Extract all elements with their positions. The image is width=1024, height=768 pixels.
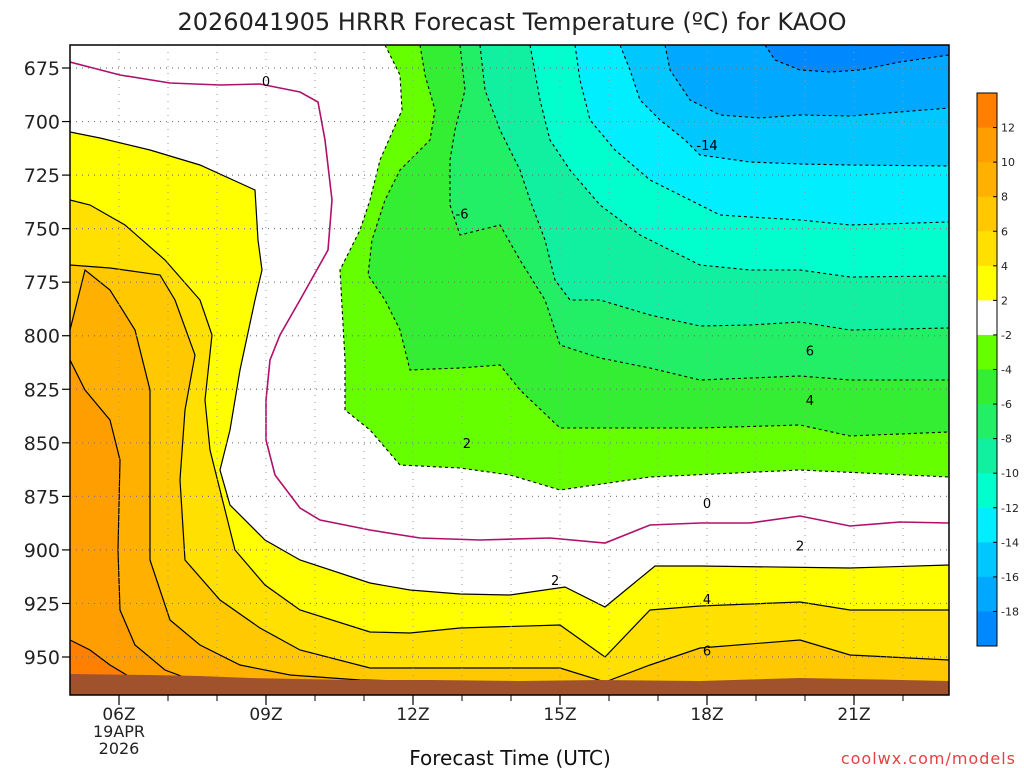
grid-lines xyxy=(70,45,949,695)
colorbar: 12 10 8 6 4 2 -2 -4 -6 -8 -10 -12 -14 -16 -18 xyxy=(976,92,1019,647)
colorbar-label: -6 xyxy=(1001,398,1012,411)
colorbar-band xyxy=(977,611,997,647)
contour-label: 2 xyxy=(551,574,559,589)
colorbar-label: -10 xyxy=(1001,467,1019,480)
colorbar-label: -12 xyxy=(1001,502,1019,515)
x-tick-label: 18Z xyxy=(690,705,723,725)
contour-labels: 0 0 2 2 2 4 4 6 6 -6 -14 xyxy=(262,75,814,660)
cold-band-minus18-minus20 xyxy=(765,45,949,72)
y-tick-label: 725 xyxy=(24,165,60,187)
colorbar-band xyxy=(977,473,997,509)
colorbar-band xyxy=(977,576,997,612)
colorbar-label: -4 xyxy=(1001,364,1012,377)
site-credit: coolwx.com/models xyxy=(841,749,1016,768)
x-tick-label: 15Z xyxy=(543,705,576,725)
cold-contour-lines xyxy=(339,45,949,491)
warm-band-10-12 xyxy=(70,360,260,695)
colorbar-label: 2 xyxy=(1001,294,1008,307)
contour-label: 4 xyxy=(703,593,711,608)
contour-label: 2 xyxy=(796,540,804,555)
y-tick-label: 925 xyxy=(24,593,60,615)
x-tick-label: 12Z xyxy=(396,705,429,725)
colorbar-label: 8 xyxy=(1001,191,1008,204)
colorbar-label: -2 xyxy=(1001,329,1012,342)
y-tick-label: 675 xyxy=(24,58,60,80)
plot-border xyxy=(69,44,950,696)
colorbar-band xyxy=(977,404,997,440)
x-tick-label: 06Z xyxy=(102,705,135,725)
colorbar-band xyxy=(977,300,997,336)
y-axis: 675 700 725 750 775 800 825 850 875 900 925 950 xyxy=(24,58,70,669)
contour-label: 0 xyxy=(262,75,270,90)
x-tick-date: 19APR xyxy=(93,722,145,741)
contour-label: 4 xyxy=(806,394,814,409)
x-tick-year: 2026 xyxy=(99,739,140,758)
contour-label: -14 xyxy=(696,139,717,154)
colorbar-label: -8 xyxy=(1001,433,1012,446)
colorbar-band xyxy=(977,127,997,163)
colorbar-band xyxy=(977,369,997,405)
y-tick-label: 875 xyxy=(24,486,60,508)
y-tick-label: 700 xyxy=(24,112,60,134)
colorbar-label: 4 xyxy=(1001,260,1008,273)
contour-label: 0 xyxy=(703,497,711,512)
colorbar-band xyxy=(977,542,997,578)
colorbar-band xyxy=(977,231,997,267)
colorbar-label: 10 xyxy=(1001,156,1015,169)
colorbar-band xyxy=(977,507,997,543)
colorbar-band xyxy=(977,162,997,198)
y-tick-label: 900 xyxy=(24,540,60,562)
x-tick-label: 21Z xyxy=(837,705,870,725)
colorbar-label: -14 xyxy=(1001,536,1019,549)
colorbar-label: 12 xyxy=(1001,122,1015,135)
contour-label: -6 xyxy=(456,208,469,223)
plot-area xyxy=(70,45,949,695)
contour-label: 6 xyxy=(806,345,814,360)
y-tick-label: 750 xyxy=(24,219,60,241)
colorbar-band xyxy=(977,438,997,474)
zero-contour-lines xyxy=(70,61,949,544)
colorbar-band xyxy=(977,265,997,301)
y-tick-label: 800 xyxy=(24,326,60,348)
chart-title: 2026041905 HRRR Forecast Temperature (ºC… xyxy=(177,8,846,36)
x-axis-label: Forecast Time (UTC) xyxy=(409,746,611,768)
x-tick-label: 09Z xyxy=(249,705,282,725)
colorbar-label: -16 xyxy=(1001,571,1019,584)
surface-band xyxy=(70,674,949,695)
colorbar-band xyxy=(977,93,997,129)
y-tick-label: 850 xyxy=(24,433,60,455)
contour-label: 6 xyxy=(703,645,711,660)
contour-label: 2 xyxy=(463,437,471,452)
colorbar-band xyxy=(977,334,997,370)
y-tick-label: 775 xyxy=(24,272,60,294)
colorbar-band xyxy=(977,196,997,232)
y-tick-label: 825 xyxy=(24,379,60,401)
colorbar-label: -18 xyxy=(1001,605,1019,618)
y-tick-label: 950 xyxy=(24,647,60,669)
colorbar-label: 6 xyxy=(1001,225,1008,238)
